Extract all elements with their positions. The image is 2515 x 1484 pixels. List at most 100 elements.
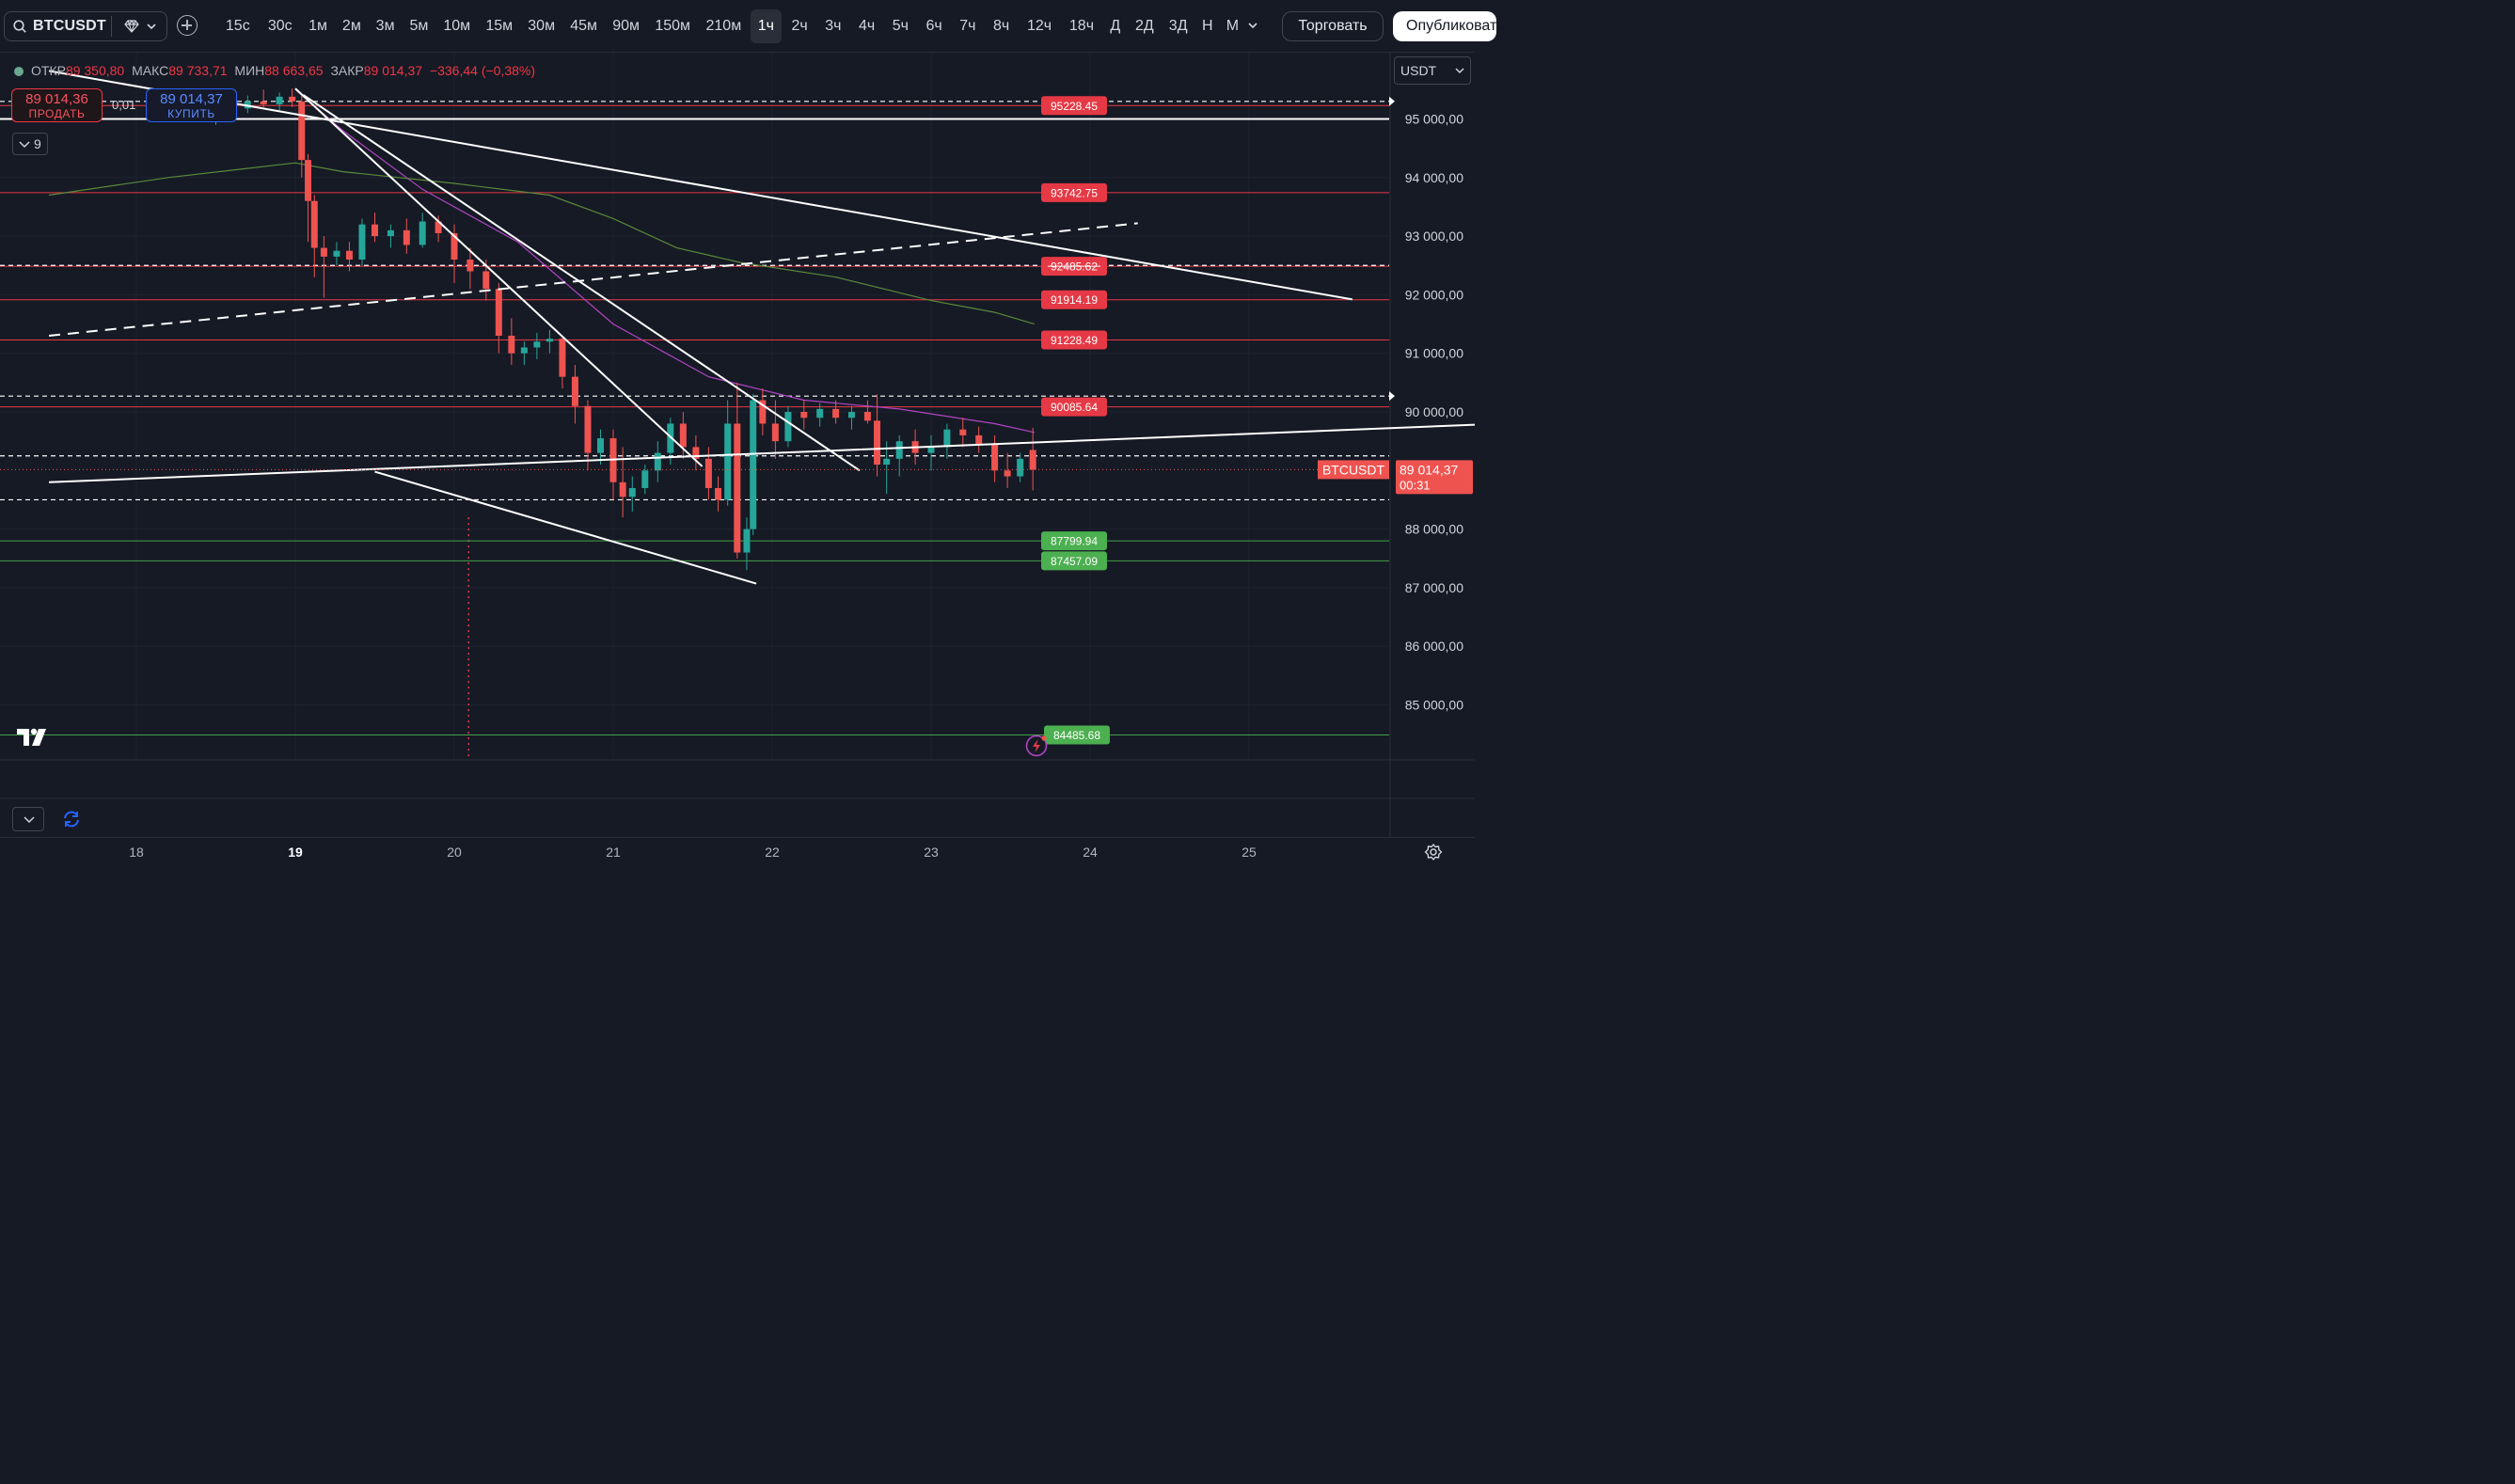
chevron-down-icon [1455, 68, 1464, 74]
close-label: ЗАКР [330, 63, 364, 78]
candle-body-49 [832, 408, 840, 418]
timeframe-15[interactable]: 3ч [825, 18, 842, 34]
timeframe-22[interactable]: 18ч [1068, 18, 1095, 34]
price-tick-4: 91 000,00 [1405, 346, 1463, 361]
alert-bolt-icon[interactable] [1025, 734, 1048, 757]
low-value: 88 663,65 [264, 63, 324, 78]
candle-body-40 [724, 423, 732, 500]
timeframe-2[interactable]: 1м [308, 18, 328, 34]
buy-price: 89 014,37 [160, 91, 223, 107]
candle-body-59 [975, 434, 983, 445]
chevron-down-icon[interactable] [146, 21, 157, 32]
timeframe-16[interactable]: 4ч [858, 18, 876, 34]
timeframe-chevron-icon[interactable] [1247, 21, 1258, 30]
candle-body-62 [1017, 458, 1024, 477]
gem-icon[interactable] [123, 20, 140, 33]
moving-average-1 [48, 162, 1035, 325]
level-arrow-0 [1389, 96, 1395, 106]
sell-button[interactable]: 89 014,36 ПРОДАТЬ [11, 88, 103, 122]
level-tag-8 [1044, 725, 1110, 745]
price-tick-0: 95 000,00 [1405, 112, 1463, 127]
market-status-dot [14, 67, 24, 76]
timeframe-19[interactable]: 7ч [959, 18, 976, 34]
timeframe-18[interactable]: 6ч [925, 18, 942, 34]
timeframe-9[interactable]: 45м [570, 18, 598, 34]
timeframe-23[interactable]: Д [1110, 18, 1121, 34]
candle-body-12 [358, 224, 366, 260]
timeframe-3[interactable]: 2м [341, 18, 361, 34]
level-tag-5 [1041, 397, 1107, 417]
price-tick-5: 90 000,00 [1405, 404, 1463, 419]
candle-body-35 [667, 423, 674, 453]
candle-body-31 [619, 482, 626, 497]
indicators-toggle[interactable]: 9 [12, 133, 48, 155]
price-tick-9: 85 000,00 [1405, 698, 1463, 713]
collapse-panel-button[interactable] [12, 807, 44, 831]
gear-icon[interactable] [1424, 843, 1443, 861]
candle-body-36 [679, 423, 687, 448]
candle-body-54 [895, 441, 903, 459]
timeframe-6[interactable]: 10м [443, 18, 471, 34]
timeframe-8[interactable]: 30м [528, 18, 556, 34]
timeframe-0[interactable]: 15с [225, 18, 250, 34]
candle-body-24 [533, 341, 541, 348]
timeframe-27[interactable]: М [1226, 18, 1240, 34]
candle-body-33 [641, 470, 649, 488]
price-tick-2: 93 000,00 [1405, 229, 1463, 244]
candle-body-38 [704, 458, 712, 488]
timeframe-20[interactable]: 8ч [993, 18, 1010, 34]
last-price-symbol: BTCUSDT [1322, 462, 1385, 477]
level-label-5: 90085.64 [1051, 401, 1098, 414]
candle-body-6 [298, 101, 306, 161]
candle-body-16 [419, 221, 426, 245]
candle-body-50 [848, 412, 855, 418]
sell-price: 89 014,36 [25, 91, 88, 107]
level-tag-7 [1041, 551, 1107, 571]
trend-line-4 [48, 222, 1138, 338]
price-chart[interactable]: 95228.4593742.7592485.6291914.1991228.49… [0, 53, 1475, 870]
chevron-down-icon [19, 141, 30, 149]
price-tick-1: 94 000,00 [1405, 170, 1463, 185]
candle-body-60 [991, 444, 999, 471]
symbol-search-box[interactable]: BTCUSDT [4, 11, 167, 41]
level-label-8: 84485.68 [1053, 729, 1100, 742]
timeframe-17[interactable]: 5ч [892, 18, 909, 34]
timeframe-12[interactable]: 210м [705, 18, 742, 34]
candle-body-39 [715, 487, 722, 500]
timeframe-13[interactable]: 1ч [751, 9, 782, 43]
candle-body-52 [874, 420, 881, 466]
refresh-icon[interactable] [60, 808, 83, 830]
timeframe-4[interactable]: 3м [375, 18, 395, 34]
timeframe-10[interactable]: 90м [612, 18, 641, 34]
level-label-7: 87457.09 [1051, 555, 1098, 568]
candle-body-20 [482, 271, 490, 290]
buy-button[interactable]: 89 014,37 КУПИТЬ [146, 88, 237, 122]
sell-label: ПРОДАТЬ [28, 107, 86, 120]
compare-plus-icon[interactable] [177, 15, 198, 36]
candle-body-28 [584, 405, 592, 453]
trade-button[interactable]: Торговать [1282, 11, 1384, 41]
candle-body-57 [943, 429, 951, 448]
currency-select[interactable]: USDT [1394, 56, 1471, 85]
timeframe-26[interactable]: Н [1202, 18, 1213, 34]
timeframe-1[interactable]: 30с [267, 18, 293, 34]
low-label: МИН [234, 63, 265, 78]
candle-body-27 [571, 376, 578, 406]
last-price-value: 89 014,37 [1400, 462, 1458, 477]
timeframe-14[interactable]: 2ч [791, 18, 808, 34]
moving-average-0 [294, 88, 1035, 434]
top-toolbar: BTCUSDT 15с 30с 1м 2м 3м 5м 10м 15м 30м 45м 90м 150… [0, 0, 1505, 53]
timeframe-25[interactable]: 3Д [1168, 18, 1188, 34]
timeframe-7[interactable]: 15м [485, 18, 514, 34]
timeframe-5[interactable]: 5м [409, 18, 429, 34]
candle-body-14 [387, 229, 394, 237]
timeframe-21[interactable]: 12ч [1026, 18, 1052, 34]
publish-button[interactable]: Опубликовать [1393, 11, 1505, 41]
timeframe-24[interactable]: 2Д [1135, 18, 1154, 34]
time-axis[interactable] [0, 837, 1475, 870]
candle-body-9 [320, 247, 327, 257]
tradingview-logo-icon[interactable] [16, 727, 50, 748]
timeframe-11[interactable]: 150м [655, 18, 691, 34]
level-label-3: 91914.19 [1051, 293, 1098, 307]
candle-body-56 [927, 447, 935, 453]
